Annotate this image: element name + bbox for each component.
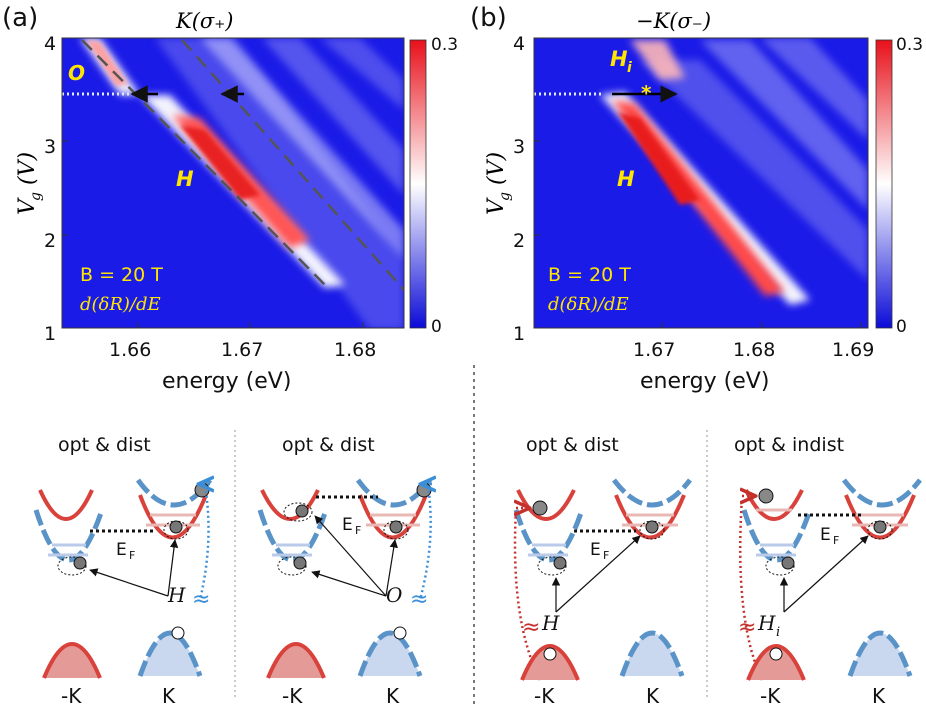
svg-text:F: F [603, 549, 609, 562]
panel-a-ytick-4: 4 [44, 33, 56, 55]
panel-a-ylabel: V g (V) [15, 152, 44, 215]
approx-symbol: ≈ [738, 615, 756, 640]
schematic-1-caption: opt & dist [58, 434, 151, 456]
panel-a-label-O: O [68, 61, 85, 85]
schematic-3-valley-left: -K [534, 684, 555, 707]
schematic-1-valley-right: K [162, 684, 176, 707]
panel-a-quantity: d(δR)/dE [80, 294, 161, 315]
panel-a-xtick-3: 1.68 [334, 339, 376, 361]
schematic-4-ef: E [820, 525, 831, 545]
schematic-1-ef: E [116, 540, 127, 560]
svg-text:V: V [484, 197, 509, 215]
svg-text:V: V [15, 197, 40, 215]
svg-text:(V): (V) [484, 152, 509, 185]
panel-a-title: K(σ₊) [175, 9, 234, 33]
panel-a-colorbar: 0.3 0 [409, 35, 458, 337]
svg-text:F: F [833, 534, 839, 547]
panel-a-heatmap [62, 38, 404, 328]
panel-a-xlabel: energy (eV) [162, 369, 291, 394]
panel-b-ytick-4: 4 [513, 33, 525, 55]
panel-b-colorbar-max: 0.3 [896, 35, 923, 55]
panel-b-colorbar: 0.3 0 [875, 35, 923, 337]
panel-a-yticks: 1 2 3 4 [44, 33, 68, 345]
panel-a-ytick-3: 3 [44, 136, 56, 158]
svg-text:g: g [497, 192, 513, 201]
panel-a-label-H: H [176, 167, 194, 191]
panel-b-xtick-1: 1.67 [633, 339, 675, 361]
panel-b-ytick-3: 3 [513, 136, 525, 158]
schematic-3-ef: E [590, 540, 601, 560]
svg-text:g: g [28, 192, 44, 201]
schematic-4: opt & indist E F H i ≈ -K K [734, 434, 922, 707]
svg-text:F: F [355, 524, 361, 537]
panel-b-marker: * [641, 81, 652, 105]
schematic-2-ef: E [342, 515, 353, 535]
schematic-2-caption: opt & dist [282, 434, 375, 456]
panel-a-colorbar-min: 0 [431, 317, 442, 337]
schematic-3-exciton: H [541, 611, 560, 635]
panel-b-label-H: H [617, 167, 635, 191]
panel-b-label-Hi: H [610, 47, 628, 71]
panel-b: (b) −K(σ₋) * H i H B = 20 T d(δR)/dE 1 2… [470, 3, 923, 394]
schematic-2: opt & dist E F O ≈ -K K [257, 434, 432, 707]
panel-a-ytick-1: 1 [44, 323, 56, 345]
panel-b-ylabel: V g (V) [484, 152, 513, 215]
svg-text:(V): (V) [15, 152, 40, 185]
panel-b-xtick-3: 1.69 [832, 339, 874, 361]
schematic-1-exciton: H [167, 583, 186, 607]
panel-b-quantity: d(δR)/dE [548, 294, 629, 315]
schematic-1-valley-left: -K [61, 684, 82, 707]
schematic-2-exciton: O [386, 583, 402, 607]
panel-a-label: (a) [2, 3, 38, 33]
schematic-2-valley-left: -K [282, 684, 303, 707]
schematic-3: opt & dist E F H ≈ -K K [513, 434, 692, 707]
panel-b-title: −K(σ₋) [636, 9, 711, 33]
schematic-1: opt & dist E F H ≈ -K K [33, 434, 210, 707]
panel-b-ytick-1: 1 [513, 323, 525, 345]
schematic-4-valley-right: K [872, 684, 886, 707]
panel-a-xtick-2: 1.67 [221, 339, 263, 361]
panel-a-ytick-2: 2 [44, 230, 56, 252]
approx-symbol: ≈ [192, 587, 210, 612]
panel-b-ytick-2: 2 [513, 230, 525, 252]
approx-symbol: ≈ [522, 615, 540, 640]
panel-b-heatmap [534, 38, 868, 328]
schematic-2-valley-right: K [386, 684, 400, 707]
panel-a: (a) K(σ₊) O H B = 20 [2, 3, 458, 394]
schematic-4-exciton-sub: i [776, 625, 780, 640]
schematic-4-caption: opt & indist [734, 434, 844, 456]
panel-b-yticks: 1 2 3 4 [513, 33, 540, 345]
schematic-4-valley-left: -K [760, 684, 781, 707]
svg-text:F: F [129, 549, 135, 562]
panel-a-colorbar-max: 0.3 [431, 35, 458, 55]
approx-symbol: ≈ [410, 587, 428, 612]
panel-b-field: B = 20 T [548, 264, 631, 286]
schematic-4-exciton: H [757, 611, 776, 635]
panel-a-xtick-1: 1.66 [109, 339, 151, 361]
panel-b-colorbar-min: 0 [896, 317, 907, 337]
panel-b-xticks: 1.67 1.68 1.69 [633, 322, 874, 361]
panel-b-xlabel: energy (eV) [640, 369, 769, 394]
schematic-3-caption: opt & dist [526, 434, 619, 456]
panel-a-field: B = 20 T [80, 264, 163, 286]
panel-a-xticks: 1.66 1.67 1.68 [109, 322, 376, 361]
panel-b-xtick-2: 1.68 [733, 339, 775, 361]
schematic-3-valley-right: K [646, 684, 660, 707]
panel-b-label: (b) [470, 3, 507, 33]
panel-b-label-Hi-sub: i [627, 60, 632, 76]
